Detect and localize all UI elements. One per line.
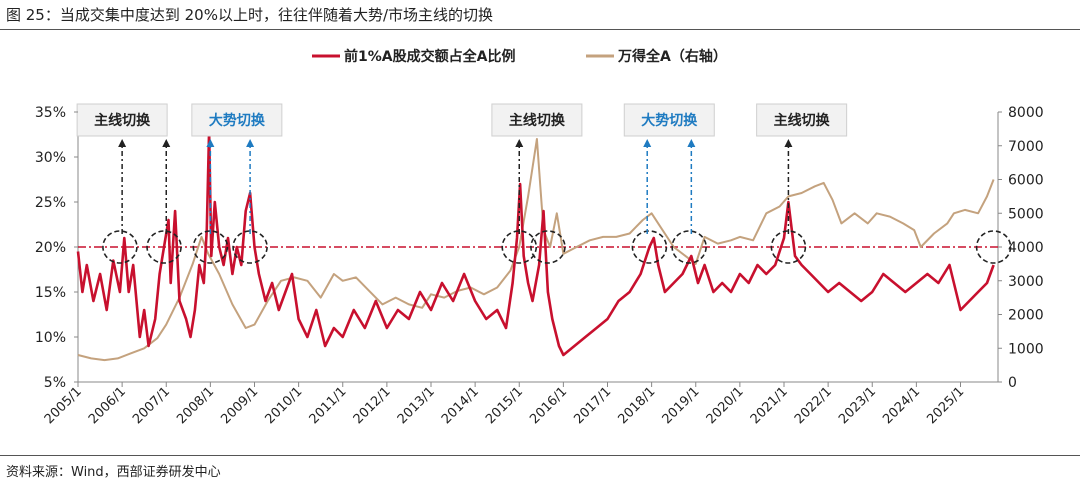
highlight-circle [975,230,1012,264]
legend-label-share: 前1%A股成交额占全A比例 [344,48,515,65]
callout-label: 主线切换 [94,112,151,129]
chart-canvas: 前1%A股成交额占全A比例 万得全A（右轴） 主线切换 大势切换 主线切换 大势切换主… [35,48,1044,427]
x-tick-label: 2016/1 [527,384,570,427]
highlight-circle [671,230,707,264]
series-layer [76,128,995,362]
title-rule [0,29,1080,30]
legend-label-index: 万得全A（右轴） [617,48,727,65]
y-right-tick-label: 6000 [1008,173,1044,189]
arrow-head [784,139,793,147]
y-right-tick-label: 8000 [1008,105,1044,121]
y-right-tick-label: 5000 [1008,206,1044,222]
x-tick-label: 2010/1 [262,384,305,427]
x-tick-label: 2011/1 [307,384,350,427]
arrow-head [118,139,127,147]
arrow-head [206,139,215,147]
y-right-tick-label: 0 [1008,375,1017,391]
callout-label: 大势切换 [641,112,698,129]
x-tick-label: 2008/1 [174,384,217,427]
y-right-tick-label: 7000 [1008,139,1044,155]
y-left-tick-label: 20% [35,240,66,256]
highlight-circle [232,230,268,264]
x-tick-label: 2012/1 [351,384,394,427]
figure-title: 图 25：当成交集中度达到 20%以上时，往往伴随着大势/市场主线的切换 [6,6,494,24]
series-line-share [76,128,995,357]
legend: 前1%A股成交额占全A比例 万得全A（右轴） [312,48,727,65]
x-tick-label: 2021/1 [748,384,791,427]
callout-label: 主线切换 [509,112,566,129]
y-left-tick-label: 10% [35,330,66,346]
y-right-tick-label: 2000 [1008,308,1044,324]
x-tick-label: 2006/1 [86,384,129,427]
x-tick-label: 2017/1 [571,384,614,427]
y-left-tick-label: 5% [44,375,66,391]
highlight-circle [530,230,566,264]
highlight-circle [501,230,538,264]
highlight-circle [631,230,668,264]
y-right-tick-label: 4000 [1008,240,1044,256]
arrow-head [162,139,171,147]
highlight-circle [192,230,229,264]
x-tick-label: 2013/1 [395,384,438,427]
arrow-head [246,139,255,147]
x-tick-label: 2018/1 [615,384,658,427]
x-tick-label: 2023/1 [836,384,879,427]
callout-label: 主线切换 [774,112,831,129]
annotation-layer: 主线切换 大势切换 主线切换 大势切换 主线切换 [76,103,1012,264]
x-tick-label: 2015/1 [483,384,526,427]
x-tick-label: 2025/1 [924,384,967,427]
source-note: 资料来源：Wind，西部证券研发中心 [6,465,221,480]
y-right-tick-label: 3000 [1008,274,1044,290]
source-rule [0,455,1080,456]
y-left-tick-label: 35% [35,105,66,121]
highlight-circle [770,230,807,264]
x-tick-label: 2022/1 [792,384,835,427]
x-tick-label: 2020/1 [704,384,747,427]
callout-box [756,103,848,137]
y-right-tick-label: 1000 [1008,341,1044,357]
x-tick-label: 2019/1 [660,384,703,427]
callout-box [191,103,283,137]
arrow-head [687,139,696,147]
callout-box [623,103,715,137]
callout-box [76,103,168,137]
y-left-tick-label: 15% [35,285,66,301]
series-line-index [77,138,995,362]
x-tick-label: 2024/1 [880,384,923,427]
arrow-head [515,139,524,147]
callout-box [491,103,583,137]
y-left-tick-label: 25% [35,195,66,211]
highlight-circle [146,230,182,264]
highlight-circle [102,230,138,264]
arrow-head [643,139,652,147]
callout-label: 大势切换 [209,112,266,129]
x-tick-label: 2009/1 [218,384,261,427]
x-tick-label: 2007/1 [130,384,173,427]
y-left-tick-label: 30% [35,150,66,166]
x-tick-label: 2014/1 [439,384,482,427]
